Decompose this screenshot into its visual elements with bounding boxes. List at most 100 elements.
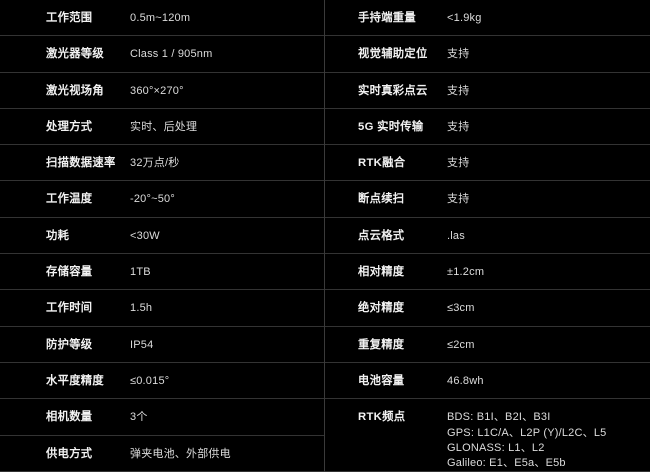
spec-value-line: ≤3cm xyxy=(447,302,475,315)
spec-value-line: 360°×270° xyxy=(130,84,184,97)
spec-value-line: IP54 xyxy=(130,338,154,351)
table-row: 点云格式 .las xyxy=(325,218,650,255)
spec-value: 32万点/秒 xyxy=(130,156,325,171)
spec-value-line: 1.5h xyxy=(130,302,153,315)
spec-column-right: 手持端重量 <1.9kg 视觉辅助定位 支持 实时真彩点云 支持 5G 实时传输… xyxy=(325,0,650,472)
spec-value-line: -20°~50° xyxy=(130,193,175,206)
spec-label: 视觉辅助定位 xyxy=(358,48,428,61)
table-row: 水平度精度 ≤0.015° xyxy=(0,363,325,400)
spec-value-line: 46.8wh xyxy=(447,374,484,387)
table-row: 实时真彩点云 支持 xyxy=(325,73,650,110)
table-row: 激光器等级 Class 1 / 905nm xyxy=(0,36,325,73)
table-row: RTK融合 支持 xyxy=(325,145,650,182)
spec-value: 弹夹电池、外部供电 xyxy=(130,447,325,462)
spec-value: 1TB xyxy=(130,265,325,280)
spec-value-line: Galileo: E1、E5a、E5b xyxy=(447,457,566,470)
table-row: 工作时间 1.5h xyxy=(0,290,325,327)
spec-label: 工作时间 xyxy=(46,302,93,315)
spec-value: 支持 xyxy=(447,47,650,62)
spec-label: 存储容量 xyxy=(46,266,93,279)
spec-label: 防护等级 xyxy=(46,338,93,351)
spec-label: 实时真彩点云 xyxy=(358,84,428,97)
spec-value-line: <30W xyxy=(130,229,160,242)
table-row: 工作温度 -20°~50° xyxy=(0,181,325,219)
table-row: 手持端重量 <1.9kg xyxy=(325,0,650,37)
table-row: 相对精度 ±1.2cm xyxy=(325,254,650,291)
spec-label: 工作温度 xyxy=(46,193,93,206)
table-row: 功耗 <30W xyxy=(0,218,325,255)
table-row: 5G 实时传输 支持 xyxy=(325,109,650,146)
table-row: 防护等级 IP54 xyxy=(0,327,325,364)
spec-value: <1.9kg xyxy=(447,11,650,26)
spec-value: 360°×270° xyxy=(130,84,325,99)
spec-value: .las xyxy=(447,229,650,244)
spec-value-line: 支持 xyxy=(447,157,470,170)
spec-value-line: 1TB xyxy=(130,266,151,279)
spec-value: ≤2cm xyxy=(447,338,650,353)
spec-value: 支持 xyxy=(447,156,650,171)
spec-label: 点云格式 xyxy=(358,229,405,242)
spec-value: 1.5h xyxy=(130,301,325,316)
spec-label: 重复精度 xyxy=(358,338,405,351)
spec-value-line: ±1.2cm xyxy=(447,266,485,279)
table-row: 供电方式 弹夹电池、外部供电 xyxy=(0,436,325,472)
spec-label: 工作范围 xyxy=(46,12,93,24)
spec-value-line: 支持 xyxy=(447,120,470,133)
spec-label: 断点续扫 xyxy=(358,193,405,206)
table-row: 存储容量 1TB xyxy=(0,254,325,291)
spec-value: ≤3cm xyxy=(447,301,650,316)
table-row: 相机数量 3个 xyxy=(0,399,325,436)
spec-value-line: 32万点/秒 xyxy=(130,157,180,170)
spec-value-line: 0.5m~120m xyxy=(130,12,191,24)
spec-value: 46.8wh xyxy=(447,374,650,389)
spec-value: 支持 xyxy=(447,84,650,99)
table-row: 视觉辅助定位 支持 xyxy=(325,36,650,73)
spec-column-left: 工作范围 0.5m~120m 激光器等级 Class 1 / 905nm 激光视… xyxy=(0,0,325,472)
spec-value-line: 3个 xyxy=(130,411,148,424)
spec-value-line: 支持 xyxy=(447,48,470,61)
spec-value-line: BDS: B1I、B2I、B3I xyxy=(447,411,551,424)
spec-value-line: ≤2cm xyxy=(447,338,475,351)
spec-value: 支持 xyxy=(447,120,650,135)
spec-label: 供电方式 xyxy=(46,447,93,460)
spec-label: 激光器等级 xyxy=(46,48,104,61)
spec-value-line: GPS: L1C/A、L2P (Y)/L2C、L5 xyxy=(447,426,607,439)
spec-value: BDS: B1I、B2I、B3I GPS: L1C/A、L2P (Y)/L2C、… xyxy=(447,410,650,472)
table-row: 工作范围 0.5m~120m xyxy=(0,0,325,37)
spec-value-line: 弹夹电池、外部供电 xyxy=(130,447,231,460)
spec-label: 功耗 xyxy=(46,229,70,242)
spec-label: RTK频点 xyxy=(358,411,406,424)
spec-value-line: .las xyxy=(447,229,465,242)
table-row: 激光视场角 360°×270° xyxy=(0,73,325,110)
table-row: RTK频点 BDS: B1I、B2I、B3I GPS: L1C/A、L2P (Y… xyxy=(325,399,650,472)
spec-label: 水平度精度 xyxy=(46,374,104,387)
spec-value-line: ≤0.015° xyxy=(130,374,170,387)
spec-value-line: 支持 xyxy=(447,84,470,97)
spec-label: 电池容量 xyxy=(358,374,405,387)
table-row: 处理方式 实时、后处理 xyxy=(0,109,325,146)
spec-value: IP54 xyxy=(130,338,325,353)
spec-value-line: 支持 xyxy=(447,193,470,206)
spec-value-line: 实时、后处理 xyxy=(130,120,198,133)
table-row: 绝对精度 ≤3cm xyxy=(325,290,650,327)
spec-label: 激光视场角 xyxy=(46,84,104,97)
table-row: 电池容量 46.8wh xyxy=(325,363,650,400)
spec-value: ≤0.015° xyxy=(130,374,325,389)
spec-value: 0.5m~120m xyxy=(130,11,325,26)
spec-value: 实时、后处理 xyxy=(130,120,325,135)
spec-value-line: Class 1 / 905nm xyxy=(130,48,213,61)
spec-label: 5G 实时传输 xyxy=(358,120,424,133)
spec-label: 相对精度 xyxy=(358,266,405,279)
table-row: 断点续扫 支持 xyxy=(325,181,650,219)
spec-value: 支持 xyxy=(447,192,650,207)
spec-value: ±1.2cm xyxy=(447,265,650,280)
table-row: 重复精度 ≤2cm xyxy=(325,327,650,364)
spec-value: 3个 xyxy=(130,410,325,425)
spec-label: 扫描数据速率 xyxy=(46,157,116,170)
spec-value-line: GLONASS: L1、L2 xyxy=(447,442,545,455)
spec-label: 手持端重量 xyxy=(358,12,416,24)
table-row: 扫描数据速率 32万点/秒 xyxy=(0,145,325,182)
spec-value: <30W xyxy=(130,229,325,244)
spec-label: 相机数量 xyxy=(46,411,93,424)
